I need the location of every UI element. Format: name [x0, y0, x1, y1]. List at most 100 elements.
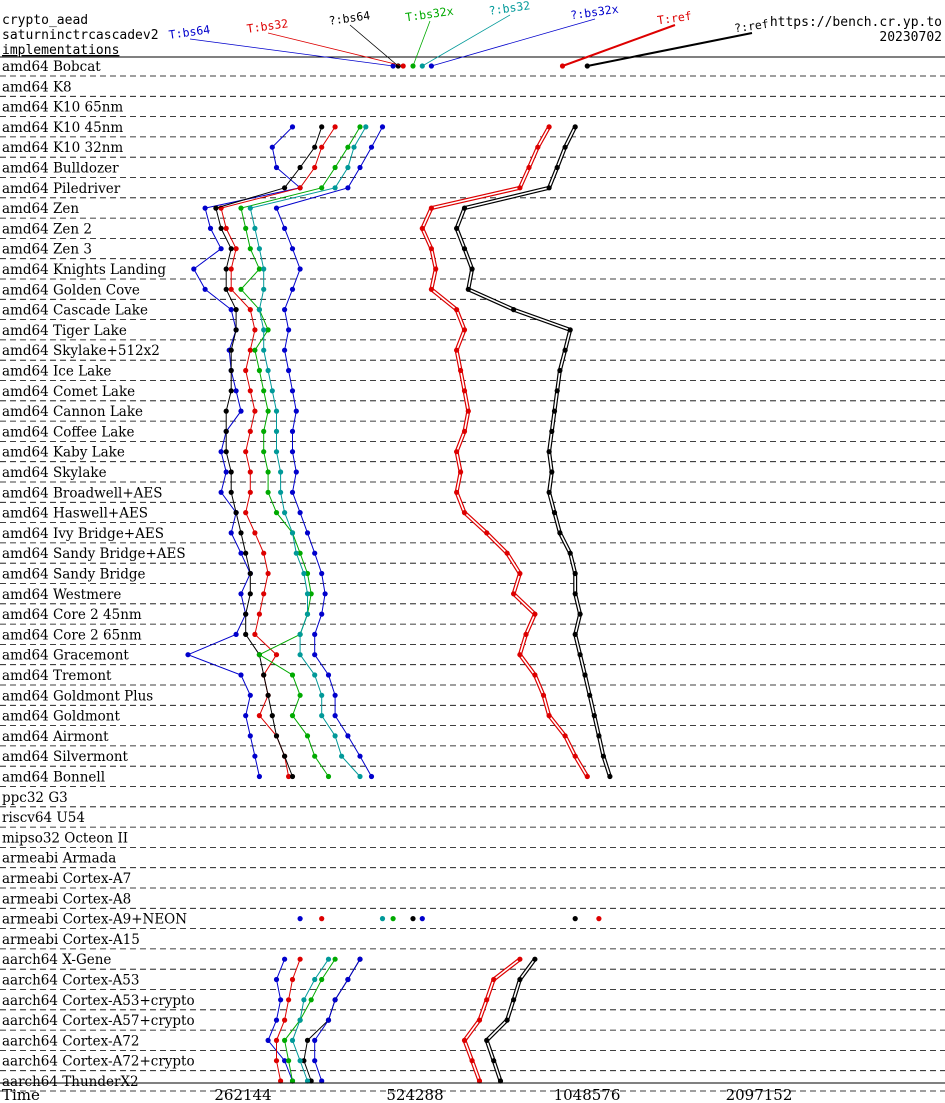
data-point [223, 266, 229, 272]
data-point [247, 591, 253, 597]
data-point [526, 164, 532, 171]
data-point [243, 713, 249, 719]
data-point [332, 124, 338, 130]
data-point [572, 570, 578, 577]
row-label: amd64 Bulldozer [2, 161, 119, 177]
data-point [577, 611, 583, 617]
data-point [228, 286, 234, 292]
data-point [273, 449, 280, 455]
data-point [461, 327, 468, 333]
row-label: aarch64 Cortex-A72 [2, 1033, 139, 1049]
data-point [223, 469, 229, 475]
row-label: amd64 Core 2 65nm [2, 627, 142, 643]
data-point [484, 1037, 490, 1043]
data-point [273, 509, 280, 516]
row-label: amd64 Coffee Lake [2, 424, 134, 440]
data-point [289, 713, 296, 719]
row-label: amd64 Westmere [2, 587, 121, 603]
data-point [517, 570, 523, 577]
series-lines [185, 63, 613, 1084]
data-point [345, 976, 351, 983]
series-line [249, 126, 367, 777]
row-label: aarch64 ThunderX2 [2, 1074, 139, 1090]
data-point [332, 713, 338, 719]
data-point [312, 672, 318, 678]
data-point [461, 1037, 468, 1043]
data-point [282, 307, 288, 313]
legend-leader [189, 38, 394, 67]
data-point [596, 733, 602, 739]
data-point [308, 997, 314, 1003]
data-point [504, 550, 510, 556]
row-label: amd64 Kaby Lake [2, 445, 125, 461]
legend-entry: T:bs32x [404, 4, 454, 25]
series-line-inner [421, 126, 588, 777]
data-point [273, 1037, 280, 1043]
data-point [584, 773, 590, 780]
series---bs32 [247, 63, 425, 1084]
data-point [510, 997, 517, 1003]
data-point [351, 144, 357, 150]
data-point [286, 367, 292, 374]
data-point [319, 1078, 325, 1084]
data-point [282, 1058, 288, 1064]
legend: T:bs64 T:bs32 ?:bs64 T:bs32x ?:bs32 ?:bs32x T:… [168, 0, 770, 67]
data-point [357, 773, 363, 780]
data-point [546, 124, 552, 130]
data-point [238, 408, 244, 414]
data-point [562, 347, 568, 353]
data-point [319, 611, 325, 617]
data-point [304, 530, 311, 536]
data-point [428, 205, 434, 211]
data-point [572, 916, 578, 922]
data-point [256, 713, 262, 719]
legend-entry: T:ref [656, 9, 692, 28]
row-label: mipso32 Octeon II [2, 830, 128, 846]
data-point [458, 367, 464, 374]
data-point [238, 591, 244, 597]
row-label: armeabi Cortex-A9+NEON [2, 912, 187, 928]
row-label: amd64 Airmont [2, 729, 109, 745]
data-point [233, 388, 239, 394]
data-point [312, 652, 318, 658]
row-label: amd64 Broadwell+AES [2, 485, 163, 501]
data-point [252, 327, 258, 333]
data-point [278, 469, 284, 475]
row-label: amd64 Zen 3 [2, 242, 92, 258]
data-point [243, 631, 249, 638]
data-point [379, 916, 386, 922]
data-point [596, 916, 602, 922]
data-point [491, 976, 497, 983]
row-label: amd64 Skylake [2, 465, 107, 481]
row-label: amd64 Bonnell [2, 770, 105, 786]
data-point [540, 692, 547, 698]
data-point [289, 1078, 296, 1084]
row-label: amd64 Sandy Bridge [2, 567, 145, 583]
data-point [252, 347, 258, 353]
data-point [289, 1037, 296, 1043]
data-point [247, 388, 253, 394]
data-point [297, 1017, 303, 1023]
data-point [332, 692, 338, 698]
data-point [269, 388, 275, 394]
data-point [273, 408, 280, 414]
data-point [273, 733, 280, 739]
data-point [265, 489, 271, 495]
data-point [278, 489, 284, 495]
data-point [278, 1078, 284, 1084]
data-point [600, 753, 607, 759]
data-point [265, 692, 271, 698]
data-point [228, 266, 234, 272]
data-point [261, 388, 267, 394]
row-label: amd64 Haswell+AES [2, 506, 148, 522]
row-label: amd64 K10 45nm [2, 120, 123, 136]
header-site: https://bench.cr.yp.to [770, 15, 942, 30]
data-point [546, 449, 552, 455]
data-point [339, 753, 345, 759]
data-point [293, 469, 299, 475]
data-point [308, 591, 314, 597]
data-point [567, 327, 573, 333]
row-label: aarch64 Cortex-A57+crypto [2, 1013, 195, 1029]
data-point [297, 550, 303, 556]
data-point [265, 408, 271, 414]
